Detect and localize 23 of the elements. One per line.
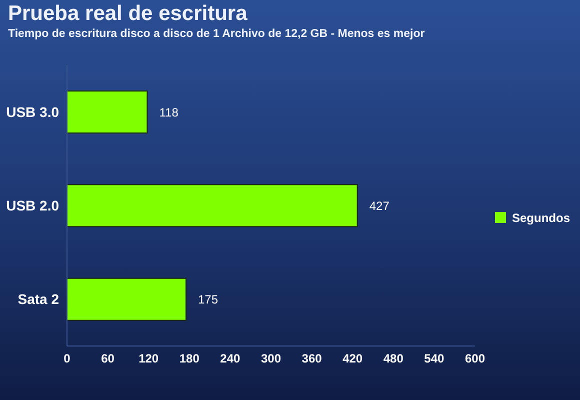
y-tick-label: USB 2.0 (6, 197, 60, 214)
x-tick-label: 600 (464, 352, 486, 366)
x-tick-label: 540 (424, 352, 445, 366)
bar (67, 278, 186, 321)
x-tick-label: 180 (179, 352, 200, 366)
bar (67, 184, 358, 228)
x-tick-label: 360 (302, 352, 322, 366)
x-tick-label: 480 (383, 352, 404, 366)
data-label: 175 (198, 292, 218, 307)
x-tick-label: 240 (220, 352, 241, 366)
text: Segundos (512, 210, 570, 224)
data-label: 427 (369, 198, 390, 213)
chart-subtitle: Tiempo de escritura disco a disco de 1 Archivo de 12,2 GB - Menos es mejor (8, 28, 425, 40)
x-tick-label: 0 (64, 352, 71, 366)
chart-title: Prueba real de escritura (8, 2, 248, 26)
x-tick-label: 420 (342, 352, 363, 366)
x-tick-label: 300 (260, 352, 282, 366)
data-label: 118 (159, 105, 179, 120)
y-tick-label: USB 3.0 (6, 104, 60, 120)
y-tick-label: Sata 2 (18, 291, 60, 308)
bar (67, 90, 148, 134)
x-tick-label: 60 (101, 352, 115, 366)
x-tick-label: 120 (138, 352, 159, 366)
